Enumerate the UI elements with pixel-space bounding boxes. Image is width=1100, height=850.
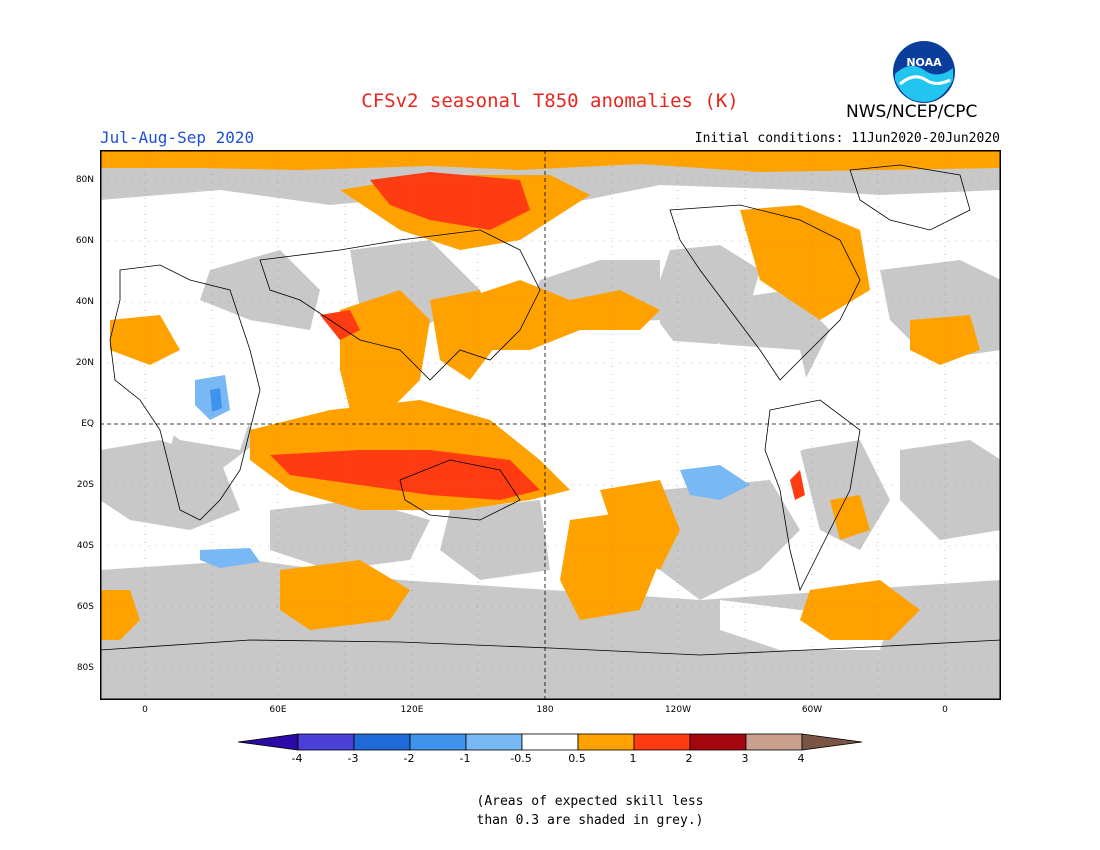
- cool-anomaly-strong: [210, 388, 222, 412]
- colorbar-label: 3: [741, 752, 749, 765]
- noaa-logo-icon: NOAA: [893, 41, 955, 103]
- colorbar: [238, 733, 862, 751]
- svg-text:NOAA: NOAA: [906, 56, 942, 69]
- colorbar-segment: [633, 733, 691, 751]
- colorbar-segment: [409, 733, 467, 751]
- lon-label: 180: [536, 705, 554, 715]
- coastlines: [100, 164, 1001, 656]
- skill-footnote: (Areas of expected skill less than 0.3 a…: [400, 792, 780, 830]
- colorbar-segment: [577, 733, 635, 751]
- lat-label: 20S: [76, 480, 94, 490]
- lon-label: 120W: [664, 705, 692, 715]
- colorbar-segment: [465, 733, 523, 751]
- lat-label: 60S: [76, 602, 94, 612]
- colorbar-segment: [521, 733, 579, 751]
- lat-label: 60N: [75, 236, 94, 246]
- colorbar-label: -3: [347, 752, 359, 765]
- lon-label: 60E: [269, 705, 287, 715]
- lat-label: 40S: [76, 541, 94, 551]
- colorbar-label: 0.5: [568, 752, 586, 765]
- lat-label: 80S: [76, 663, 94, 673]
- colorbar-label: -0.5: [510, 752, 532, 765]
- lat-label: 80N: [75, 175, 94, 185]
- initial-conditions: Initial conditions: 11Jun2020-20Jun2020: [694, 131, 1000, 146]
- lon-label: 60W: [801, 705, 823, 715]
- colorbar-label: -4: [291, 752, 303, 765]
- colorbar-segment: [801, 733, 862, 751]
- colorbar-segment: [238, 733, 299, 751]
- lon-label: 120E: [400, 705, 424, 715]
- colorbar-segment: [745, 733, 803, 751]
- lat-label: 40N: [75, 297, 94, 307]
- footnote-line-1: (Areas of expected skill less: [476, 794, 704, 809]
- colorbar-label: -2: [403, 752, 415, 765]
- colorbar-label: -1: [459, 752, 471, 765]
- lon-label: 0: [142, 705, 148, 715]
- footnote-line-2: than 0.3 are shaded in grey.): [476, 813, 704, 828]
- warm-anomaly-1-2: [270, 172, 805, 500]
- colorbar-label: 2: [685, 752, 693, 765]
- colorbar-segment: [297, 733, 355, 751]
- agency-label: NWS/NCEP/CPC: [846, 102, 978, 122]
- colorbar-segment: [689, 733, 747, 751]
- lat-label: 20N: [75, 358, 94, 368]
- lon-label: 0: [942, 705, 948, 715]
- colorbar-label: 1: [629, 752, 637, 765]
- forecast-period: Jul-Aug-Sep 2020: [100, 128, 255, 147]
- map-title: CFSv2 seasonal T850 anomalies (K): [361, 90, 739, 112]
- anomaly-map: [100, 150, 1001, 700]
- map-frame: [100, 150, 1001, 700]
- lat-label: EQ: [81, 419, 94, 429]
- colorbar-segment: [353, 733, 411, 751]
- colorbar-label: 4: [797, 752, 805, 765]
